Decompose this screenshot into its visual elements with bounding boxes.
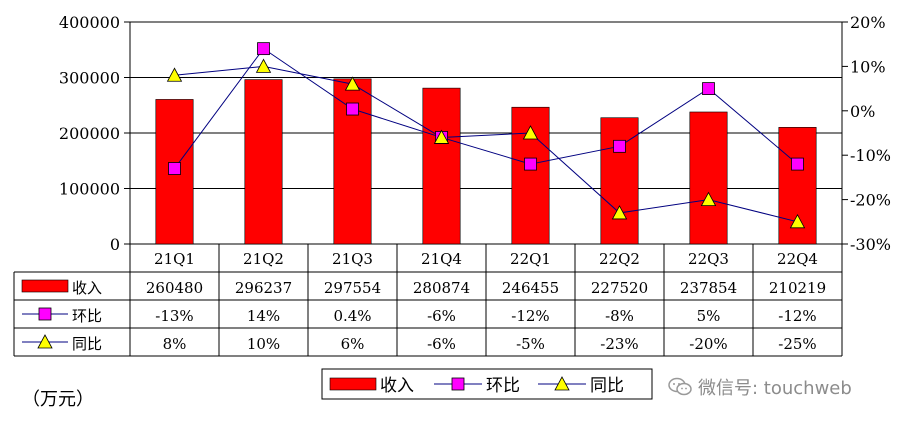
data-label: -23%	[600, 335, 638, 353]
left-axis-tick-label: 0	[110, 235, 120, 254]
data-label: 6%	[341, 335, 365, 353]
yoy-point	[166, 67, 183, 82]
revenue-bar	[600, 117, 639, 245]
data-label: -25%	[778, 335, 816, 353]
table-row-name: 收入	[72, 279, 102, 297]
unit-note: （万元）	[22, 389, 94, 410]
data-label: 14%	[247, 307, 280, 325]
category-label: 21Q4	[421, 250, 462, 268]
right-axis-tick-label: -20%	[850, 191, 891, 210]
table-key-revenue	[21, 279, 69, 293]
yoy-point	[344, 76, 361, 91]
data-label: -12%	[778, 307, 816, 325]
watermark: 微信号: touchweb	[668, 374, 852, 400]
data-label: 260480	[146, 279, 203, 297]
category-label: 21Q1	[154, 250, 195, 268]
yoy-line	[174, 65, 798, 223]
table-row-name: 环比	[72, 307, 102, 325]
mom-point	[791, 157, 804, 171]
left-axis-tick-label: 400000	[59, 13, 120, 32]
data-label: 10%	[247, 335, 280, 353]
legend-label: 环比	[486, 376, 520, 396]
category-label: 21Q2	[243, 250, 284, 268]
legend-key-mom-marker	[451, 377, 465, 391]
data-label: 227520	[591, 279, 648, 297]
data-label: 296237	[235, 279, 292, 297]
watermark-text: 微信号: touchweb	[698, 378, 852, 399]
legend-label: 收入	[380, 376, 414, 396]
data-label: 0.4%	[333, 307, 371, 325]
mom-point	[168, 162, 181, 175]
data-label: -13%	[155, 307, 193, 325]
yoy-point	[700, 191, 717, 207]
mom-point	[702, 82, 715, 95]
yoy-point	[255, 58, 272, 73]
data-label: 210219	[769, 279, 826, 297]
data-label: 246455	[502, 279, 559, 297]
data-label: 297554	[324, 279, 381, 297]
right-axis-tick-label: -10%	[850, 146, 891, 165]
data-label: -6%	[427, 307, 456, 325]
right-axis-tick-label: -30%	[850, 235, 891, 254]
table-row-name: 同比	[72, 335, 102, 353]
yoy-point	[433, 129, 450, 144]
data-label: -8%	[605, 307, 634, 325]
left-axis-tick-label: 200000	[59, 124, 120, 143]
data-label: 5%	[697, 307, 721, 325]
right-axis-tick-label: 0%	[850, 102, 875, 121]
data-label: 237854	[680, 279, 737, 297]
category-label: 22Q1	[510, 250, 551, 268]
revenue-bar	[422, 87, 461, 245]
revenue-bar	[244, 79, 283, 245]
data-label: -20%	[689, 335, 727, 353]
yoy-point	[522, 125, 539, 140]
right-axis-tick-label: 10%	[850, 57, 886, 76]
legend-key-yoy-marker	[554, 376, 570, 391]
data-label: -5%	[516, 335, 545, 353]
table-key-mom-marker	[38, 307, 52, 321]
mom-point	[524, 157, 537, 171]
data-label: -6%	[427, 335, 456, 353]
legend-box	[321, 368, 653, 400]
data-label: -12%	[511, 307, 549, 325]
legend-key-revenue	[329, 377, 377, 391]
wechat-icon	[668, 377, 692, 396]
mom-line	[174, 47, 798, 169]
category-label: 21Q3	[332, 250, 373, 268]
table-key-yoy-marker	[37, 334, 53, 349]
mom-point	[346, 102, 359, 116]
left-axis-tick-label: 300000	[59, 69, 120, 88]
yoy-point	[611, 205, 628, 220]
mom-point	[257, 42, 270, 56]
data-label: 280874	[413, 279, 470, 297]
category-label: 22Q2	[599, 250, 640, 268]
data-label: 8%	[163, 335, 187, 353]
legend-label: 同比	[590, 376, 624, 396]
revenue-bar	[689, 111, 728, 245]
category-label: 22Q3	[688, 250, 729, 268]
right-axis-tick-label: 20%	[850, 13, 886, 32]
category-label: 22Q4	[777, 250, 818, 268]
mom-point	[613, 139, 626, 153]
left-axis-tick-label: 100000	[59, 180, 120, 199]
yoy-point	[789, 213, 806, 229]
